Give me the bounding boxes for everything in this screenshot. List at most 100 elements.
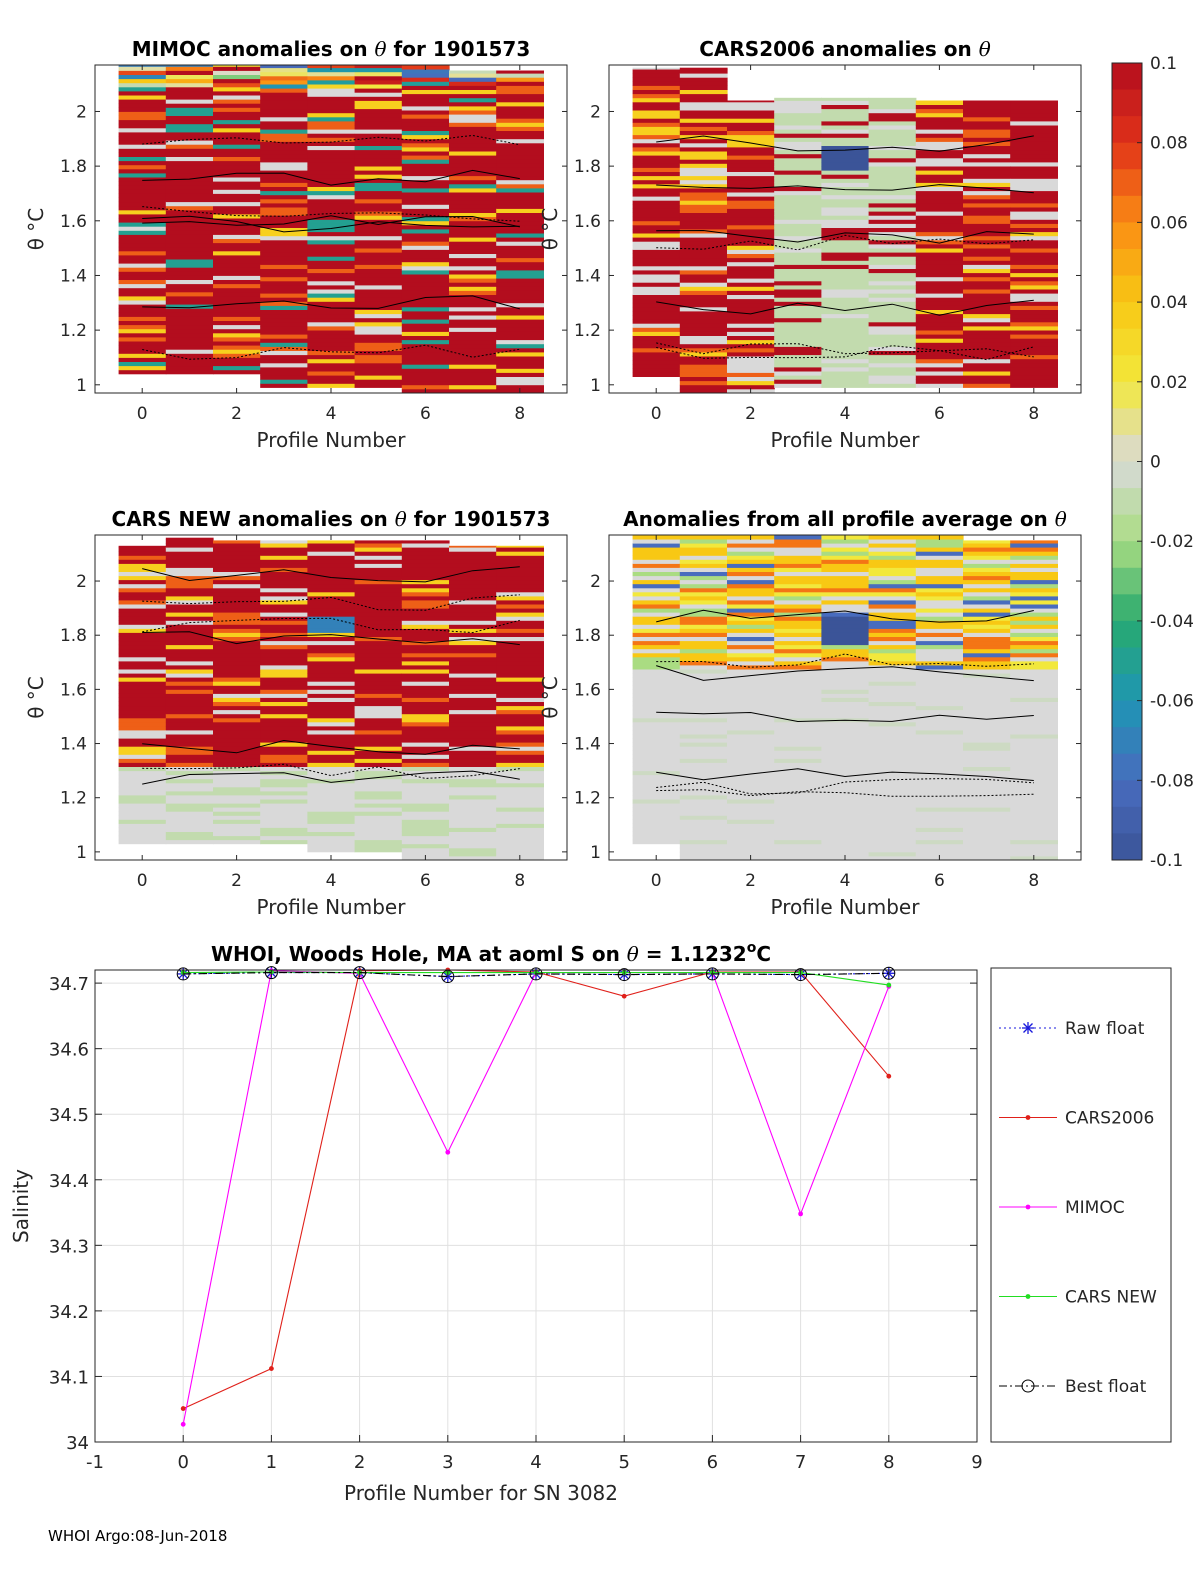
heatmap-cell bbox=[496, 775, 544, 780]
heatmap-cell bbox=[633, 356, 681, 361]
x-tick-label: 5 bbox=[618, 1452, 629, 1473]
heatmap-cell bbox=[680, 653, 728, 658]
heatmap-cell bbox=[166, 132, 214, 137]
heatmap-cell bbox=[1010, 604, 1058, 609]
heatmap-cell bbox=[1010, 649, 1058, 654]
heatmap-cell bbox=[307, 342, 355, 347]
heatmap-cell bbox=[774, 211, 822, 216]
heatmap-cell bbox=[727, 209, 775, 214]
heatmap-cell bbox=[496, 803, 544, 808]
heatmap-cell bbox=[355, 555, 403, 560]
heatmap-cell bbox=[355, 183, 403, 188]
heatmap-cell bbox=[869, 787, 917, 792]
heatmap-cell bbox=[496, 848, 544, 853]
heatmap-cell bbox=[774, 224, 822, 229]
heatmap-cell bbox=[727, 563, 775, 568]
heatmap-cell bbox=[633, 307, 681, 312]
heatmap-cell bbox=[355, 848, 403, 853]
y-tick-label: 1 bbox=[76, 843, 87, 863]
heatmap-cell bbox=[496, 155, 544, 160]
heatmap-cell bbox=[260, 555, 308, 560]
heatmap-cell bbox=[727, 836, 775, 841]
heatmap-cell bbox=[355, 105, 403, 110]
heatmap-cell bbox=[213, 819, 261, 824]
heatmap-cell bbox=[355, 142, 403, 147]
heatmap-cell bbox=[774, 852, 822, 857]
heatmap-cell bbox=[633, 200, 681, 205]
heatmap-cell bbox=[680, 311, 728, 316]
heatmap-cell bbox=[963, 588, 1011, 593]
heatmap-cell bbox=[119, 807, 167, 812]
heatmap-cell bbox=[213, 706, 261, 711]
heatmap-cell bbox=[727, 779, 775, 784]
heatmap-cell bbox=[496, 685, 544, 690]
heatmap-cell bbox=[449, 685, 497, 690]
heatmap-cell bbox=[119, 189, 167, 194]
heatmap-cell bbox=[402, 258, 450, 263]
heatmap-cell bbox=[963, 101, 1011, 106]
heatmap-cell bbox=[727, 360, 775, 365]
heatmap-cell bbox=[402, 327, 450, 332]
heatmap-cell bbox=[869, 750, 917, 755]
y-tick-label: 2 bbox=[76, 102, 87, 122]
heatmap-cell bbox=[821, 787, 869, 792]
heatmap-cell bbox=[727, 572, 775, 577]
heatmap-cell bbox=[119, 836, 167, 841]
heatmap-cell bbox=[963, 166, 1011, 171]
heatmap-cell bbox=[213, 333, 261, 338]
colorbar-tick-label: 0.06 bbox=[1150, 213, 1188, 233]
heatmap-cell bbox=[307, 600, 355, 605]
heatmap-cell bbox=[916, 563, 964, 568]
y-tick-label: 1.8 bbox=[60, 157, 87, 177]
heatmap-cell bbox=[774, 326, 822, 331]
heatmap-cell bbox=[119, 292, 167, 297]
heatmap-cell bbox=[166, 292, 214, 297]
heatmap-cell bbox=[355, 281, 403, 286]
heatmap-cell bbox=[166, 689, 214, 694]
heatmap-cell bbox=[449, 608, 497, 613]
heatmap-cell bbox=[916, 351, 964, 356]
heatmap-cell bbox=[869, 170, 917, 175]
heatmap-cell bbox=[402, 661, 450, 666]
heatmap-cell bbox=[869, 125, 917, 130]
heatmap-cell bbox=[680, 685, 728, 690]
heatmap-cell bbox=[633, 98, 681, 103]
heatmap-cell bbox=[449, 580, 497, 585]
heatmap-cell bbox=[119, 649, 167, 654]
heatmap-cell bbox=[869, 318, 917, 323]
heatmap-cell bbox=[633, 336, 681, 341]
heatmap-cell bbox=[869, 693, 917, 698]
heatmap-cell bbox=[402, 637, 450, 642]
heatmap-cell bbox=[213, 140, 261, 145]
x-tick-label: 7 bbox=[795, 1452, 806, 1473]
heatmap-cell bbox=[496, 608, 544, 613]
heatmap-cell bbox=[1010, 355, 1058, 360]
heatmap-cell bbox=[355, 718, 403, 723]
heatmap-cell bbox=[869, 836, 917, 841]
heatmap-cell bbox=[916, 551, 964, 556]
heatmap-cell bbox=[869, 117, 917, 122]
heatmap-cell bbox=[727, 118, 775, 123]
heatmap-cell bbox=[213, 103, 261, 108]
heatmap-cell bbox=[916, 277, 964, 282]
heatmap-cell bbox=[449, 840, 497, 845]
heatmap-cell bbox=[307, 154, 355, 159]
heatmap-cell bbox=[449, 795, 497, 800]
heatmap-cell bbox=[727, 803, 775, 808]
heatmap-cell bbox=[774, 314, 822, 319]
heatmap-cell bbox=[680, 620, 728, 625]
heatmap-cell bbox=[213, 185, 261, 190]
heatmap-cell bbox=[727, 547, 775, 552]
heatmap-cell bbox=[774, 568, 822, 573]
heatmap-cell bbox=[727, 734, 775, 739]
heatmap-cell bbox=[1010, 277, 1058, 282]
heatmap-cell bbox=[869, 799, 917, 804]
heatmap-cell bbox=[166, 198, 214, 203]
heatmap-cell bbox=[119, 669, 167, 674]
heatmap-cell bbox=[402, 266, 450, 271]
heatmap-cell bbox=[1010, 848, 1058, 853]
heatmap-cell bbox=[1010, 734, 1058, 739]
heatmap-cell bbox=[402, 584, 450, 589]
heatmap-cell bbox=[680, 730, 728, 735]
heatmap-cell bbox=[727, 608, 775, 613]
